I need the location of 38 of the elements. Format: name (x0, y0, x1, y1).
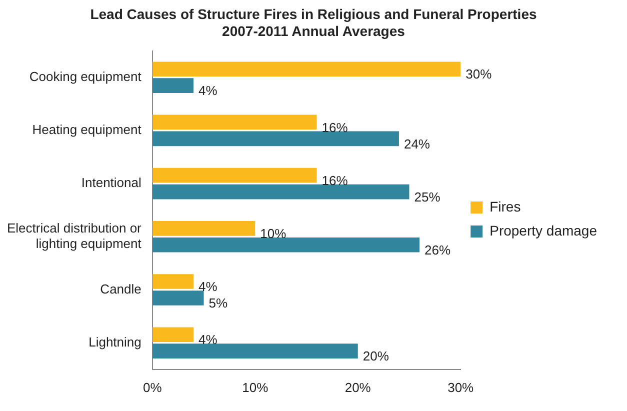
bar (152, 131, 399, 146)
data-label: 25% (414, 189, 441, 204)
x-tick-label: 10% (242, 380, 269, 395)
y-tick-label: Heating equipment (32, 122, 142, 138)
bar (152, 62, 461, 77)
y-tick-label: Candle (100, 281, 142, 296)
data-label: 4% (198, 83, 218, 98)
x-tick-label: 20% (344, 380, 372, 395)
bar (152, 237, 420, 252)
bar (152, 221, 256, 236)
data-label: 16% (322, 120, 348, 135)
data-label: 10% (260, 226, 287, 241)
y-tick-label: Intentional (81, 175, 142, 190)
data-label: 20% (362, 348, 390, 364)
data-label: 24% (404, 136, 430, 152)
legend-label: Property damage (490, 222, 598, 238)
y-tick-label: Lightning (88, 334, 142, 350)
data-label: 26% (424, 242, 451, 258)
data-label: 16% (322, 172, 348, 188)
bar (152, 327, 194, 342)
bar (152, 290, 204, 306)
legend-label: Fires (490, 198, 521, 214)
x-tick-label: 30% (448, 380, 474, 395)
y-tick-label: Cooking equipment (29, 68, 142, 84)
data-label: 30% (466, 66, 492, 82)
chart-title: Lead Causes of Structure Fires in Religious and Funeral Properties (89, 6, 538, 23)
bar (152, 168, 317, 183)
bar (152, 184, 410, 200)
chart-subtitle: 2007-2011 Annual Averages (221, 23, 406, 40)
y-tick-label: Electrical distribution or lighting equipment (6, 220, 142, 252)
data-label: 5% (208, 296, 228, 311)
bar (152, 114, 317, 130)
bar (152, 274, 194, 289)
x-tick-label: 0% (142, 380, 162, 395)
bar (152, 78, 194, 93)
data-label: 4% (198, 279, 218, 294)
data-label: 4% (198, 332, 218, 348)
bar (152, 344, 358, 358)
